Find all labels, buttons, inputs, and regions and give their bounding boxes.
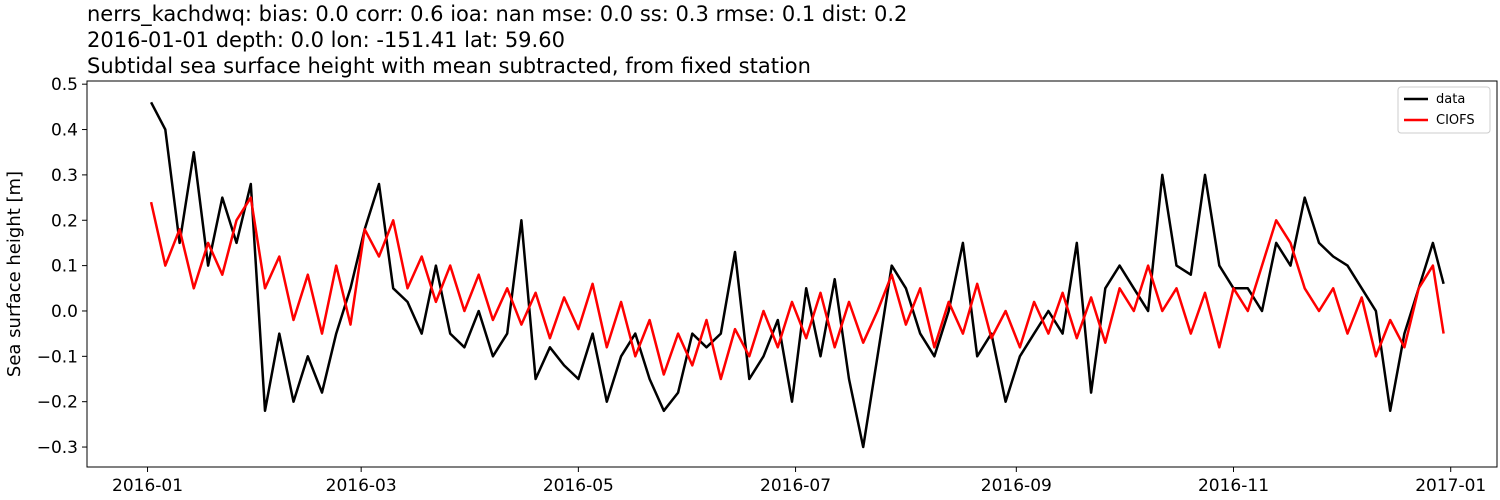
y-tick-label: −0.2 [37, 393, 78, 413]
x-tick-label: 2016-05 [543, 476, 614, 496]
y-axis-label: Sea surface height [m] [4, 171, 25, 377]
y-tick-label: −0.3 [37, 438, 78, 458]
y-tick-label: 0.2 [51, 211, 78, 231]
x-tick-label: 2016-03 [326, 476, 397, 496]
legend-label-data: data [1436, 92, 1465, 107]
y-tick-label: 0.4 [51, 121, 78, 141]
y-tick-label: 0.0 [51, 302, 78, 322]
chart-title-line-2: 2016-01-01 depth: 0.0 lon: -151.41 lat: … [87, 28, 565, 52]
y-tick-label: 0.1 [51, 257, 78, 277]
x-tick-label: 2016-07 [760, 476, 831, 496]
chart-title-line-1: nerrs_kachdwq: bias: 0.0 corr: 0.6 ioa: … [87, 2, 908, 26]
axes-frame [86, 80, 1498, 468]
x-tick-label: 2016-01 [112, 476, 183, 496]
x-tick-label: 2017-01 [1415, 476, 1486, 496]
chart-title-line-3: Subtidal sea surface height with mean su… [87, 54, 811, 78]
legend-label-ciofs: CIOFS [1436, 113, 1475, 128]
y-tick-label: 0.3 [51, 166, 78, 186]
series-line-data [149, 101, 1445, 449]
legend: data CIOFS [1397, 86, 1491, 134]
y-tick-label: 0.5 [51, 75, 78, 95]
x-tick-label: 2016-09 [981, 476, 1052, 496]
series-line-ciofs [149, 196, 1445, 381]
x-tick-label: 2016-11 [1198, 476, 1269, 496]
y-tick-label: −0.1 [37, 347, 78, 367]
